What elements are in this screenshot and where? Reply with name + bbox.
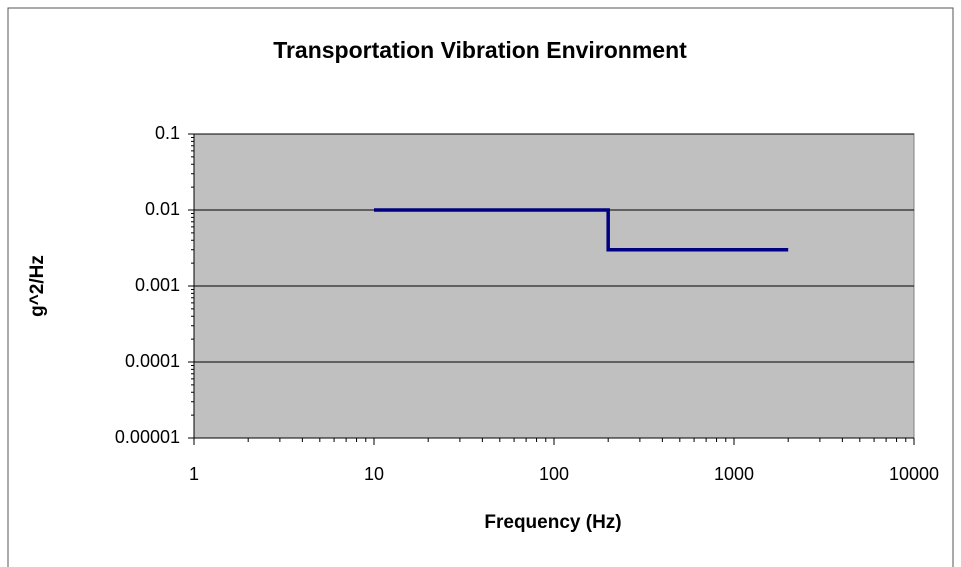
- x-tick-label: 1000: [714, 464, 754, 484]
- x-axis-label: Frequency (Hz): [484, 512, 621, 533]
- y-tick-label: 0.001: [135, 275, 180, 295]
- x-tick-label: 1: [189, 464, 199, 484]
- y-tick-label: 0.0001: [125, 351, 180, 371]
- chart-title: Transportation Vibration Environment: [273, 37, 687, 63]
- data-line: [374, 208, 789, 252]
- x-tick-label: 10: [364, 464, 384, 484]
- y-axis-label: g^2/Hz: [27, 255, 48, 317]
- y-tick-label: 0.01: [145, 199, 180, 219]
- x-tick-label: 100: [539, 464, 569, 484]
- x-tick-label: 10000: [889, 464, 939, 484]
- y-tick-label: 0.00001: [115, 427, 180, 447]
- y-tick-label: 0.1: [155, 123, 180, 143]
